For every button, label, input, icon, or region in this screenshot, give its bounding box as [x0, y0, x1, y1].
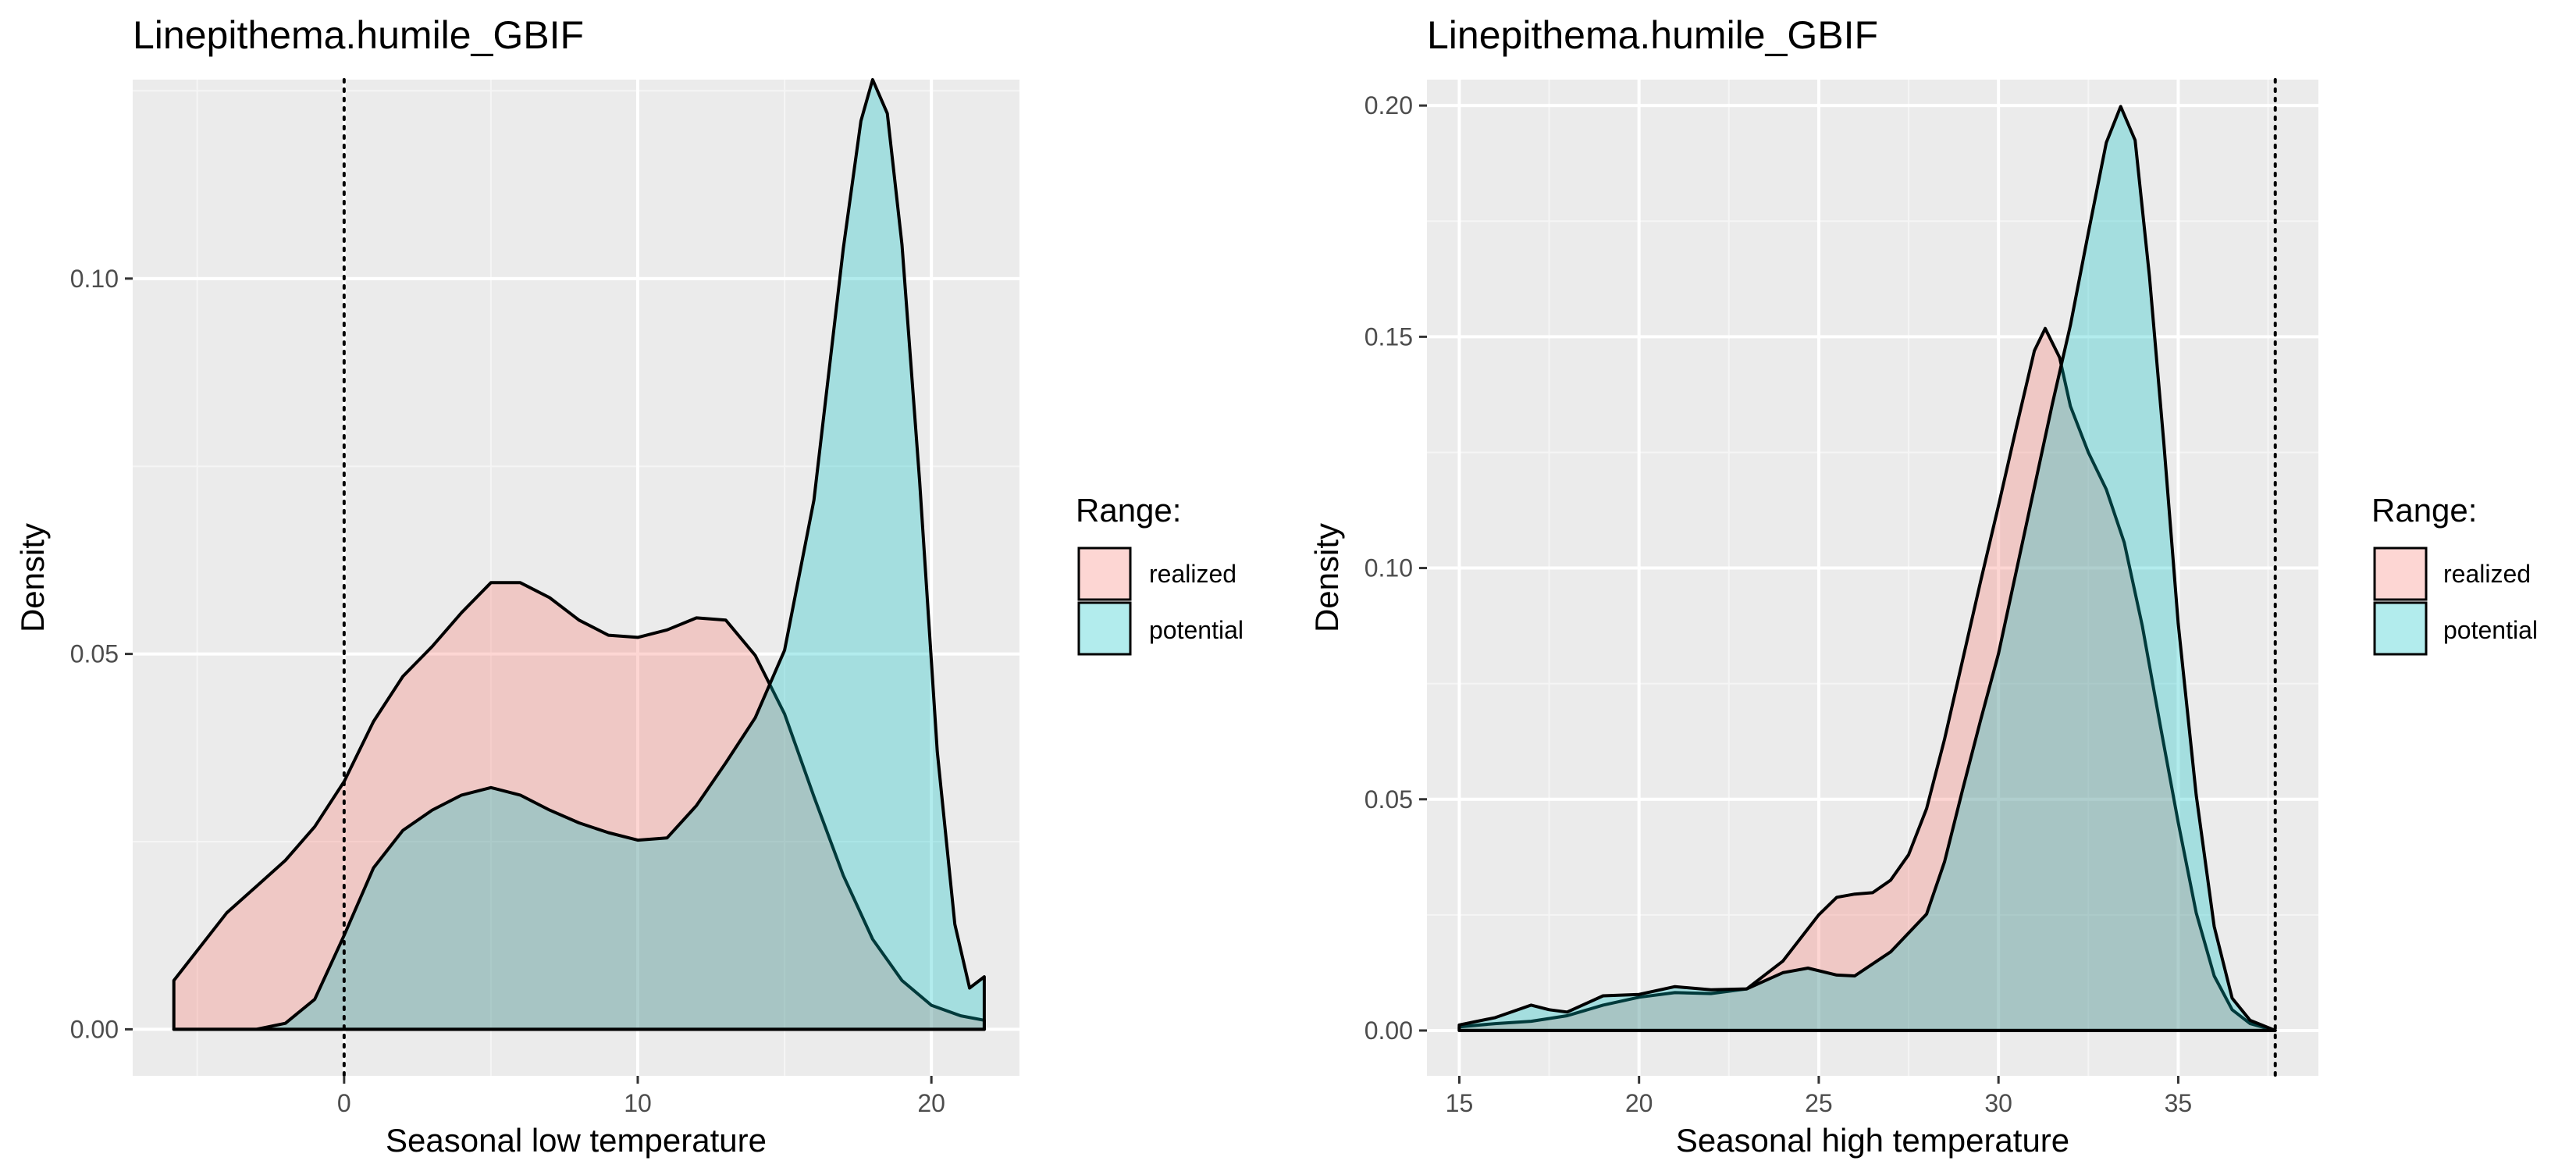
legend-label-realized: realized — [1149, 560, 1236, 588]
x-tick-label: 20 — [917, 1089, 945, 1117]
y-tick-label: 0.05 — [1364, 785, 1413, 814]
density-areas — [172, 78, 986, 1031]
y-tick-label: 0.10 — [70, 265, 119, 293]
y-axis-label: Density — [1308, 523, 1345, 632]
y-tick-label: 0.10 — [1364, 554, 1413, 582]
legend-title: Range: — [1076, 492, 1181, 529]
x-tick-label: 25 — [1805, 1089, 1833, 1117]
y-tick-label: 0.00 — [1364, 1017, 1413, 1045]
density-area-realized — [172, 581, 986, 1031]
chart-title: Linepithema.humile_GBIF — [133, 13, 584, 57]
density-area-potential — [1457, 105, 2277, 1032]
plot-panel — [133, 80, 1019, 1076]
density-areas — [1457, 105, 2277, 1032]
legend-key-potential — [1077, 601, 1132, 656]
legend-key-realized — [1077, 547, 1132, 601]
legend-label-realized: realized — [2443, 560, 2531, 588]
axis-ticks: 15 20 25 30 35 0.00 0.05 0.10 0.15 0.20 — [1364, 91, 2192, 1117]
x-tick-label: 30 — [1984, 1089, 2012, 1117]
plot-panel — [1427, 80, 2318, 1076]
x-tick-label: 35 — [2165, 1089, 2193, 1117]
legend-title: Range: — [2371, 492, 2477, 529]
legend-key-realized — [2373, 547, 2428, 601]
legend-label-potential: potential — [1149, 616, 1244, 644]
x-axis-label: Seasonal low temperature — [386, 1122, 767, 1159]
chart-title: Linepithema.humile_GBIF — [1427, 13, 1878, 57]
y-tick-label: 0.00 — [70, 1015, 119, 1043]
y-axis-label: Density — [14, 523, 51, 632]
legend: Range: realized potential — [1076, 492, 1244, 656]
density-area-realized — [1457, 326, 2277, 1032]
density-area-potential — [172, 78, 986, 1031]
x-tick-label: 20 — [1625, 1089, 1653, 1117]
legend-key-potential — [2373, 601, 2428, 656]
axis-ticks: 0 10 20 0.00 0.05 0.10 — [70, 265, 945, 1117]
chart-left: Linepithema.humile_GBIF 0 10 20 0.00 0.05 0.1… — [14, 13, 1244, 1159]
y-tick-label: 0.05 — [70, 640, 119, 668]
x-tick-label: 0 — [337, 1089, 351, 1117]
x-tick-label: 10 — [624, 1089, 652, 1117]
y-tick-label: 0.15 — [1364, 322, 1413, 351]
legend: Range: realized potential — [2371, 492, 2538, 656]
y-tick-label: 0.20 — [1364, 91, 1413, 119]
legend-label-potential: potential — [2443, 616, 2538, 644]
x-tick-label: 15 — [1446, 1089, 1474, 1117]
x-axis-label: Seasonal high temperature — [1676, 1122, 2069, 1159]
chart-right: Linepithema.humile_GBIF 15 20 25 30 35 0.00 0.… — [1308, 13, 2538, 1159]
